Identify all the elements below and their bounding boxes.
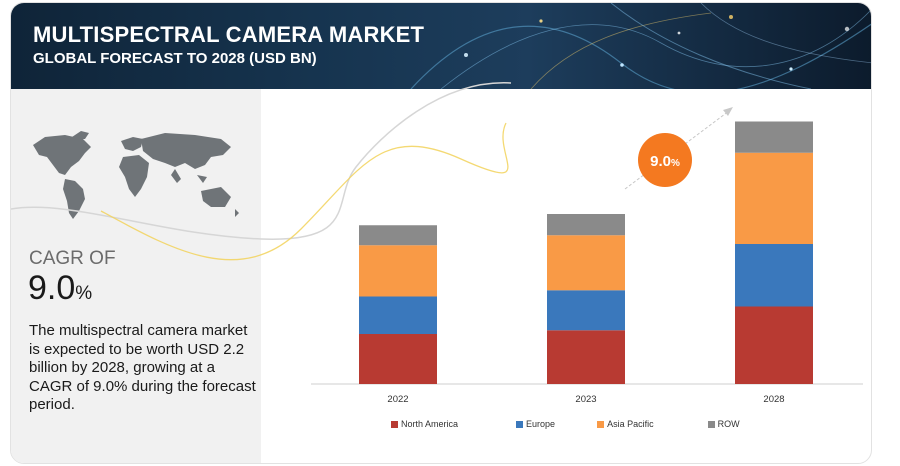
legend-label: Europe: [526, 419, 556, 429]
page-subtitle: GLOBAL FORECAST TO 2028 (USD BN): [33, 50, 317, 67]
bar-segment-north-america-2028: [735, 306, 813, 384]
world-map-icon: [33, 131, 239, 219]
legend-swatch: [516, 420, 524, 428]
legend-item-europe: Europe: [516, 419, 555, 429]
legend-swatch: [391, 420, 398, 428]
cagr-badge-label: 9.0%: [650, 153, 680, 170]
cagr-unit: %: [75, 283, 93, 304]
legend-label: Asia Pacific: [607, 419, 654, 429]
bar-segment-north-america-2023: [547, 330, 625, 384]
cagr-number: 9.0: [28, 269, 76, 307]
x-tick-label: 2022: [387, 394, 408, 405]
chart-legend: North America Europe Asia Pacific ROW: [391, 419, 740, 429]
bar-segment-row-2028: [735, 121, 813, 153]
legend-label: ROW: [717, 419, 740, 429]
bar-segment-row-2022: [359, 225, 437, 246]
legend-item-asia-pacific: Asia Pacific: [597, 419, 654, 429]
stacked-bar-chart: 2022 2023 2028 9.0%: [11, 82, 863, 405]
x-tick-label: 2028: [763, 394, 784, 405]
banner-decoration: [410, 3, 871, 89]
legend-swatch: [707, 420, 715, 428]
decorative-curve: [100, 122, 509, 261]
bar-segment-row-2023: [547, 214, 625, 236]
cagr-value: 9.0%: [28, 269, 92, 308]
market-description: The multispectral camera market is expec…: [29, 322, 256, 413]
bar-segment-asia-pacific-2023: [547, 235, 625, 291]
bar-segment-asia-pacific-2028: [735, 152, 813, 244]
summary-panel: CAGR OF 9.0% The multispectral camera ma…: [11, 89, 261, 463]
bar-segment-europe-2028: [735, 244, 813, 307]
legend-item-row: ROW: [707, 419, 740, 429]
page-title: MULTISPECTRAL CAMERA MARKET: [33, 22, 425, 47]
legend-item-north-america: North America: [391, 419, 458, 429]
legend-label: North America: [401, 419, 459, 429]
bar-segment-europe-2023: [547, 290, 625, 331]
cagr-label: CAGR OF: [29, 248, 116, 269]
bar-segment-asia-pacific-2022: [359, 245, 437, 297]
bar-segment-north-america-2022: [359, 334, 437, 384]
legend-swatch: [597, 420, 605, 428]
decorative-curve: [11, 82, 512, 240]
infographic-frame: MULTISPECTRAL CAMERA MARKET GLOBAL FOREC…: [10, 2, 872, 464]
x-tick-label: 2023: [575, 394, 596, 405]
bar-segment-europe-2022: [359, 296, 437, 334]
header-banner: MULTISPECTRAL CAMERA MARKET GLOBAL FOREC…: [11, 3, 871, 89]
cagr-badge: 9.0%: [638, 133, 692, 187]
